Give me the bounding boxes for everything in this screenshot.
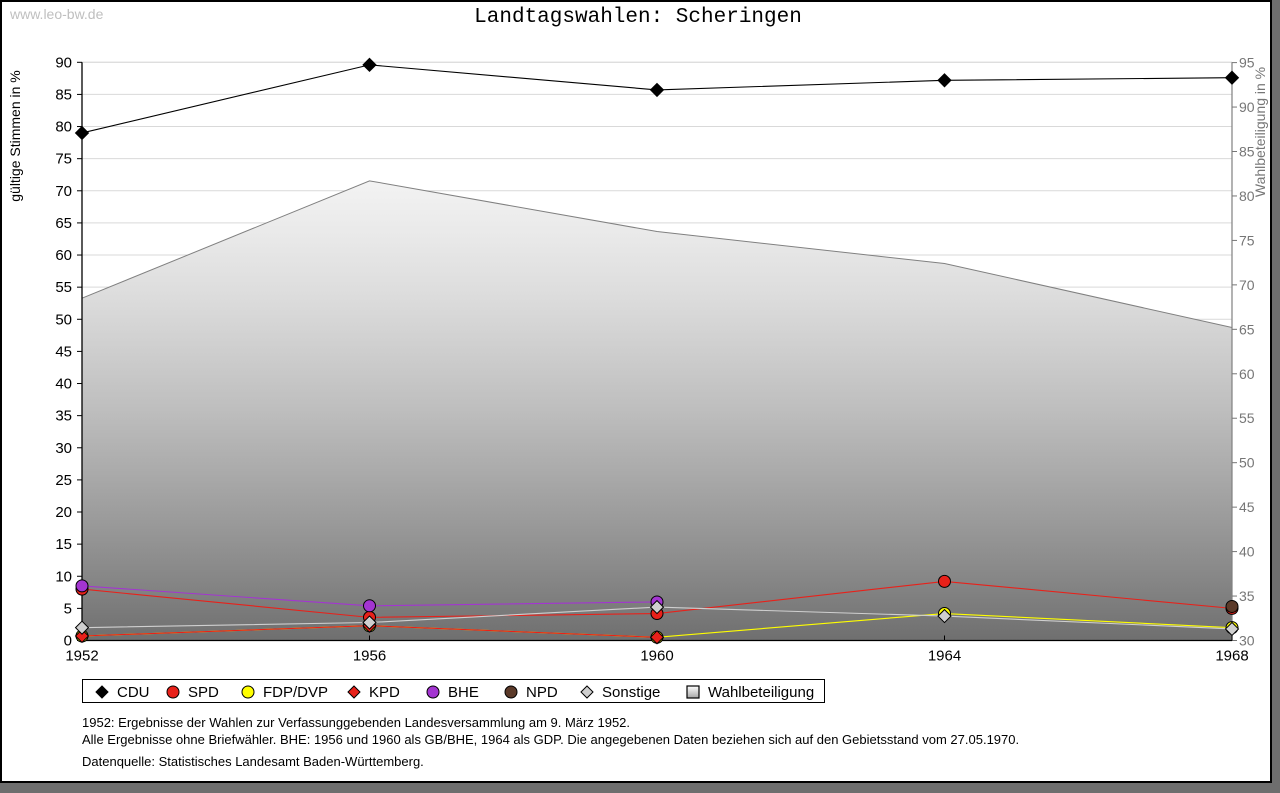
svg-text:15: 15 xyxy=(55,536,72,553)
svg-text:85: 85 xyxy=(55,86,72,103)
svg-text:65: 65 xyxy=(1239,321,1255,337)
svg-text:Sonstige: Sonstige xyxy=(602,684,660,701)
svg-text:30: 30 xyxy=(55,440,72,457)
svg-text:45: 45 xyxy=(1239,499,1255,515)
svg-text:NPD: NPD xyxy=(526,684,558,701)
svg-text:SPD: SPD xyxy=(188,684,219,701)
svg-text:75: 75 xyxy=(55,151,72,168)
svg-text:gültige Stimmen in %: gültige Stimmen in % xyxy=(7,70,23,202)
svg-text:90: 90 xyxy=(55,54,72,71)
svg-text:35: 35 xyxy=(55,408,72,425)
svg-text:1968: 1968 xyxy=(1215,648,1248,665)
svg-text:Wahlbeteiligung: Wahlbeteiligung xyxy=(708,684,814,701)
svg-text:60: 60 xyxy=(55,247,72,264)
svg-text:1952: 1952 xyxy=(65,648,98,665)
svg-text:55: 55 xyxy=(55,279,72,296)
svg-text:1960: 1960 xyxy=(640,648,673,665)
svg-text:70: 70 xyxy=(55,183,72,200)
svg-text:5: 5 xyxy=(64,600,72,617)
svg-text:50: 50 xyxy=(55,311,72,328)
svg-text:BHE: BHE xyxy=(448,684,479,701)
svg-text:40: 40 xyxy=(1239,544,1255,560)
svg-text:40: 40 xyxy=(55,376,72,393)
svg-text:FDP/DVP: FDP/DVP xyxy=(263,684,328,701)
svg-text:50: 50 xyxy=(1239,455,1255,471)
svg-text:KPD: KPD xyxy=(369,684,400,701)
svg-text:1964: 1964 xyxy=(928,648,961,665)
svg-text:55: 55 xyxy=(1239,410,1255,426)
svg-text:30: 30 xyxy=(1239,633,1255,649)
svg-text:35: 35 xyxy=(1239,588,1255,604)
svg-text:45: 45 xyxy=(55,343,72,360)
svg-text:Wahlbeteiligung in %: Wahlbeteiligung in % xyxy=(1252,67,1268,197)
svg-text:75: 75 xyxy=(1239,232,1255,248)
svg-text:65: 65 xyxy=(55,215,72,232)
svg-text:CDU: CDU xyxy=(117,684,150,701)
svg-text:25: 25 xyxy=(55,472,72,489)
svg-text:80: 80 xyxy=(55,119,72,136)
svg-text:1956: 1956 xyxy=(353,648,386,665)
svg-text:70: 70 xyxy=(1239,277,1255,293)
svg-text:60: 60 xyxy=(1239,366,1255,382)
svg-text:10: 10 xyxy=(55,568,72,585)
svg-text:20: 20 xyxy=(55,504,72,521)
